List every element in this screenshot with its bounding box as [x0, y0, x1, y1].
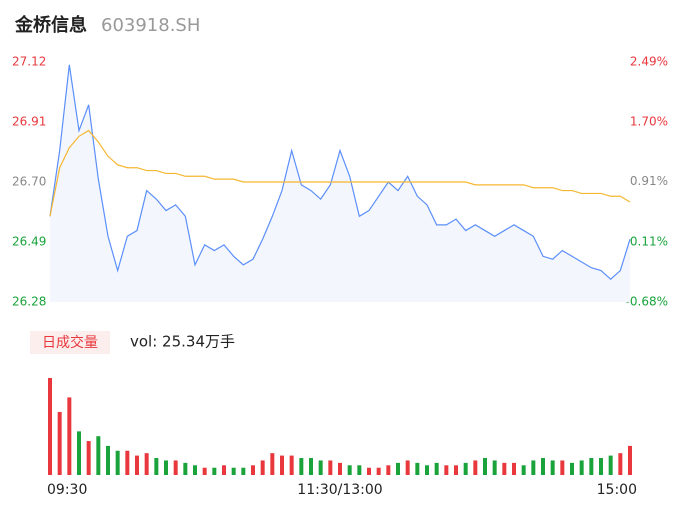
y-tick-label: 26.49	[12, 235, 46, 249]
volume-bar	[550, 460, 555, 475]
volume-bar	[77, 431, 81, 475]
volume-bar	[502, 462, 507, 475]
y2-tick-label: 0.11%	[630, 235, 668, 249]
volume-bar	[125, 450, 130, 475]
volume-bar	[241, 467, 246, 475]
volume-bar	[193, 465, 197, 475]
volume-bar	[144, 453, 149, 475]
volume-bar	[579, 460, 584, 475]
volume-bar	[531, 460, 536, 475]
volume-bar	[405, 460, 410, 475]
x-tick-label: 11:30/13:00	[297, 482, 382, 498]
volume-bar	[96, 436, 101, 475]
volume-bar	[347, 465, 352, 475]
stock-code: 603918.SH	[101, 15, 200, 36]
volume-bar	[415, 462, 420, 475]
average-line	[49, 129, 631, 217]
x-tick-label: 09:30	[47, 482, 87, 498]
volume-bar	[425, 465, 429, 475]
volume-bar	[328, 460, 333, 475]
volume-bar	[541, 458, 545, 475]
volume-bar	[560, 460, 565, 475]
y2-tick-label: 1.70%	[630, 114, 668, 128]
volume-bar	[48, 378, 52, 475]
volume-bar	[376, 467, 381, 475]
volume-bar	[599, 458, 603, 475]
y-tick-label: 26.28	[12, 295, 46, 309]
volume-bar	[483, 458, 487, 475]
y2-tick-label: 2.49%	[630, 55, 668, 69]
volume-total: vol: 25.34万手	[130, 333, 235, 351]
volume-bar	[628, 445, 632, 475]
volume-bar	[251, 465, 255, 475]
volume-bar	[154, 458, 159, 475]
volume-bar	[260, 460, 265, 475]
volume-bar	[270, 453, 275, 475]
volume-bar	[183, 462, 188, 475]
volume-bar	[106, 445, 110, 475]
volume-bar	[212, 467, 217, 475]
volume-bar	[608, 455, 613, 475]
volume-bar	[589, 458, 594, 475]
y2-tick-label: -0.68%	[626, 295, 668, 309]
volume-bar	[570, 462, 574, 475]
volume-bar	[318, 460, 323, 475]
volume-bar	[454, 465, 458, 475]
stock-name: 金桥信息	[14, 14, 87, 36]
volume-bar	[521, 465, 526, 475]
volume-label-bg	[30, 331, 110, 354]
y-tick-label: 26.91	[12, 115, 46, 129]
volume-bar	[444, 465, 449, 475]
volume-bar	[299, 458, 304, 475]
volume-bar	[231, 467, 236, 475]
volume-bar	[338, 462, 342, 475]
volume-bar	[463, 462, 468, 475]
volume-bar	[289, 455, 294, 475]
volume-bar	[57, 411, 62, 475]
volume-bar	[367, 467, 371, 475]
volume-bar	[280, 455, 284, 475]
price-area	[50, 64, 630, 302]
volume-label: 日成交量	[42, 334, 98, 351]
x-tick-label: 15:00	[597, 482, 637, 498]
volume-bar	[67, 397, 72, 475]
volume-bar	[386, 465, 391, 475]
price-line	[49, 64, 631, 280]
volume-bar	[492, 460, 497, 475]
volume-bar	[473, 460, 478, 475]
volume-bar	[173, 460, 178, 475]
y-tick-label: 27.12	[12, 55, 46, 69]
volume-bar	[222, 465, 226, 475]
volume-bar	[309, 458, 313, 475]
volume-bar	[357, 465, 362, 475]
volume-bar	[396, 462, 400, 475]
volume-bar	[512, 462, 516, 475]
volume-bar	[115, 450, 120, 475]
volume-bar	[164, 460, 168, 475]
volume-bar	[618, 453, 623, 475]
volume-bar	[434, 462, 439, 475]
y2-tick-label: 0.91%	[630, 174, 668, 188]
volume-bar	[86, 441, 91, 475]
y-tick-label: 26.70	[12, 175, 46, 189]
volume-bar	[202, 467, 207, 475]
volume-bar	[135, 455, 139, 475]
